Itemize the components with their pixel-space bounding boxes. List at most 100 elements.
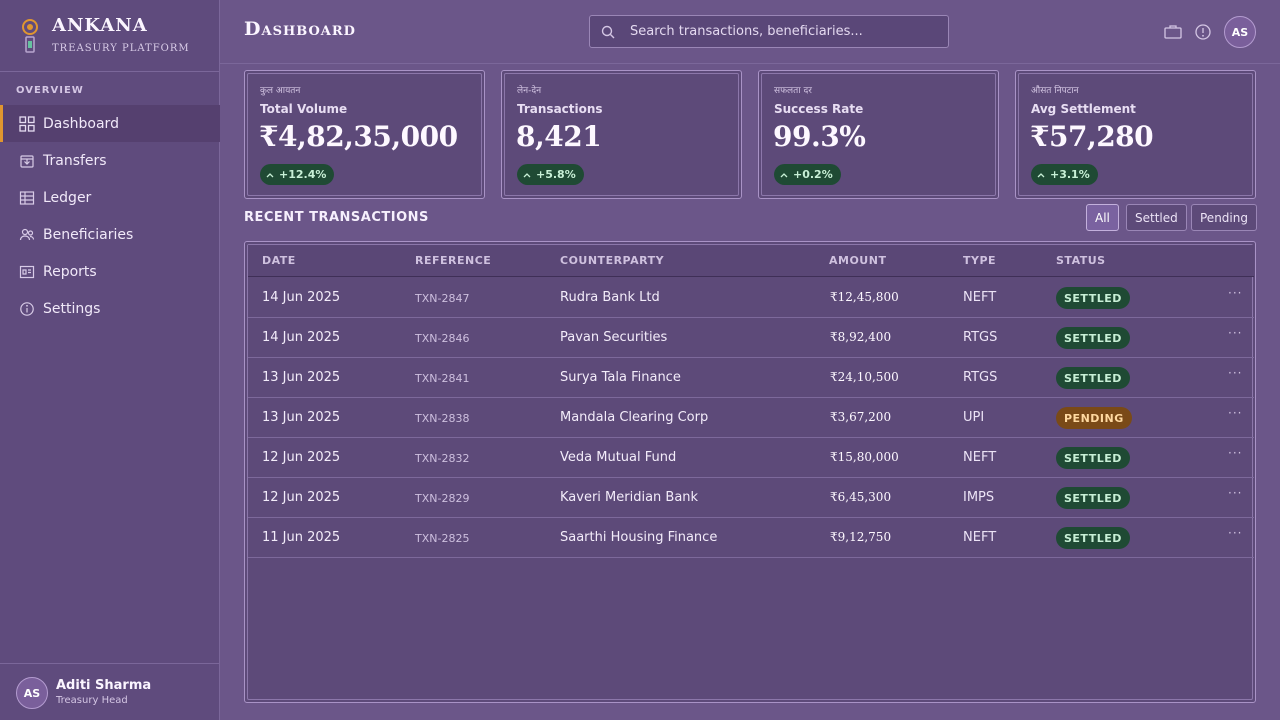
user-role: Treasury Head <box>56 695 128 706</box>
stat-cards: कुल आयतन Total Volume ₹4,82,35,000 +12.4… <box>244 70 1256 200</box>
more-options-icon[interactable]: ··· <box>1228 326 1243 340</box>
user-profile[interactable]: AS Aditi Sharma Treasury Head <box>0 663 220 720</box>
sidebar-item-reports[interactable]: Reports <box>0 253 220 290</box>
table-row[interactable]: 12 Jun 2025 TXN-2832 Veda Mutual Fund ₹15,8… <box>248 438 1254 478</box>
sidebar-item-label: Dashboard <box>43 115 119 132</box>
ledger-icon <box>18 189 36 207</box>
column-header-status[interactable]: STATUS <box>1056 254 1106 267</box>
status-badge: SETTLED <box>1056 367 1130 389</box>
card-label: Success Rate <box>774 102 864 116</box>
brand-logo-icon <box>22 19 38 53</box>
cell-reference: TXN-2832 <box>415 452 470 465</box>
transfer-icon <box>18 152 36 170</box>
header-avatar[interactable]: AS <box>1224 16 1256 48</box>
stat-card-avg-settlement: औसत निपटान Avg Settlement ₹57,280 +3.1% <box>1015 70 1256 199</box>
more-options-icon[interactable]: ··· <box>1228 286 1243 300</box>
cell-counterparty: Saarthi Housing Finance <box>560 530 718 545</box>
cell-reference: TXN-2847 <box>415 292 470 305</box>
page-title: Dashboard <box>244 18 356 40</box>
column-header-amount[interactable]: AMOUNT <box>829 254 887 267</box>
cell-reference: TXN-2838 <box>415 412 470 425</box>
card-delta-badge: +3.1% <box>1031 164 1098 185</box>
cell-type: RTGS <box>963 370 998 385</box>
stat-card-total-volume: कुल आयतन Total Volume ₹4,82,35,000 +12.4… <box>244 70 485 199</box>
grid-icon <box>18 115 36 133</box>
column-header-date[interactable]: DATE <box>262 254 296 267</box>
status-badge: SETTLED <box>1056 487 1130 509</box>
card-label: Transactions <box>517 102 603 116</box>
more-options-icon[interactable]: ··· <box>1228 366 1243 380</box>
table-row[interactable]: 14 Jun 2025 TXN-2847 Rudra Bank Ltd ₹12,45,… <box>248 278 1254 318</box>
more-options-icon[interactable]: ··· <box>1228 446 1243 460</box>
filter-settled-button[interactable]: Settled <box>1126 204 1187 231</box>
cell-reference: TXN-2829 <box>415 492 470 505</box>
search-box[interactable] <box>589 15 949 48</box>
stat-card-success-rate: सफलता दर Success Rate 99.3% +0.2% <box>758 70 999 199</box>
cell-reference: TXN-2841 <box>415 372 470 385</box>
briefcase-icon[interactable] <box>1163 22 1183 42</box>
more-options-icon[interactable]: ··· <box>1228 406 1243 420</box>
sidebar-item-ledger[interactable]: Ledger <box>0 179 220 216</box>
table-row[interactable]: 14 Jun 2025 TXN-2846 Pavan Securities ₹8,92… <box>248 318 1254 358</box>
cell-amount: ₹3,67,200 <box>830 410 892 424</box>
cell-date: 13 Jun 2025 <box>262 370 341 385</box>
table-header: DATE REFERENCE COUNTERPARTY AMOUNT TYPE … <box>248 245 1254 277</box>
brand-subtitle: TREASURY PLATFORM <box>52 43 190 54</box>
cell-date: 13 Jun 2025 <box>262 410 341 425</box>
card-native-label: लेन-देन <box>517 86 542 96</box>
transactions-table: DATE REFERENCE COUNTERPARTY AMOUNT TYPE … <box>244 241 1256 703</box>
status-badge: SETTLED <box>1056 447 1130 469</box>
arrow-up-icon <box>1037 172 1045 177</box>
table-row[interactable]: 13 Jun 2025 TXN-2838 Mandala Clearing Corp… <box>248 398 1254 438</box>
table-row[interactable]: 13 Jun 2025 TXN-2841 Surya Tala Finance ₹24… <box>248 358 1254 398</box>
avatar[interactable]: AS <box>16 677 48 709</box>
sidebar-item-settings[interactable]: Settings <box>0 290 220 327</box>
filter-all-button[interactable]: All <box>1086 204 1119 231</box>
card-label: Total Volume <box>260 102 348 116</box>
status-badge: SETTLED <box>1056 327 1130 349</box>
alert-icon[interactable] <box>1193 22 1213 42</box>
users-icon <box>18 226 36 244</box>
filter-pending-button[interactable]: Pending <box>1191 204 1257 231</box>
column-header-type[interactable]: TYPE <box>963 254 997 267</box>
cell-date: 14 Jun 2025 <box>262 330 341 345</box>
more-options-icon[interactable]: ··· <box>1228 486 1243 500</box>
more-options-icon[interactable]: ··· <box>1228 526 1243 540</box>
arrow-up-icon <box>523 172 531 177</box>
cell-date: 12 Jun 2025 <box>262 490 341 505</box>
cell-reference: TXN-2846 <box>415 332 470 345</box>
cell-type: IMPS <box>963 490 995 505</box>
sidebar-nav: Dashboard Transfers Ledger Beneficiaries… <box>0 105 220 327</box>
card-value: ₹57,280 <box>1030 120 1154 153</box>
card-native-label: औसत निपटान <box>1031 86 1079 96</box>
cell-amount: ₹12,45,800 <box>830 290 899 304</box>
card-delta-value: +5.8% <box>536 168 576 181</box>
arrow-up-icon <box>266 172 274 177</box>
sidebar-item-label: Transfers <box>43 152 107 169</box>
cell-counterparty: Surya Tala Finance <box>560 370 681 385</box>
sidebar-item-dashboard[interactable]: Dashboard <box>0 105 220 142</box>
column-header-counterparty[interactable]: COUNTERPARTY <box>560 254 665 267</box>
cell-type: RTGS <box>963 330 998 345</box>
cell-amount: ₹24,10,500 <box>830 370 899 384</box>
sidebar-item-transfers[interactable]: Transfers <box>0 142 220 179</box>
sidebar-item-beneficiaries[interactable]: Beneficiaries <box>0 216 220 253</box>
brand-name: ANKANA <box>52 15 148 36</box>
card-label: Avg Settlement <box>1031 102 1136 116</box>
card-value: 8,421 <box>516 120 602 153</box>
cell-date: 14 Jun 2025 <box>262 290 341 305</box>
sidebar: ANKANA TREASURY PLATFORM OVERVIEW Dashbo… <box>0 0 220 720</box>
search-icon <box>601 25 615 39</box>
cell-counterparty: Rudra Bank Ltd <box>560 290 660 305</box>
card-native-label: कुल आयतन <box>260 86 301 96</box>
cell-counterparty: Mandala Clearing Corp <box>560 410 709 425</box>
table-row[interactable]: 11 Jun 2025 TXN-2825 Saarthi Housing Finan… <box>248 518 1254 558</box>
search-input[interactable] <box>630 16 940 47</box>
table-row[interactable]: 12 Jun 2025 TXN-2829 Kaveri Meridian Bank ₹… <box>248 478 1254 518</box>
sidebar-item-label: Settings <box>43 300 101 317</box>
stat-card-transactions: लेन-देन Transactions 8,421 +5.8% <box>501 70 742 199</box>
column-header-reference[interactable]: REFERENCE <box>415 254 492 267</box>
cell-amount: ₹6,45,300 <box>830 490 892 504</box>
cell-counterparty: Veda Mutual Fund <box>560 450 677 465</box>
arrow-up-icon <box>780 172 788 177</box>
